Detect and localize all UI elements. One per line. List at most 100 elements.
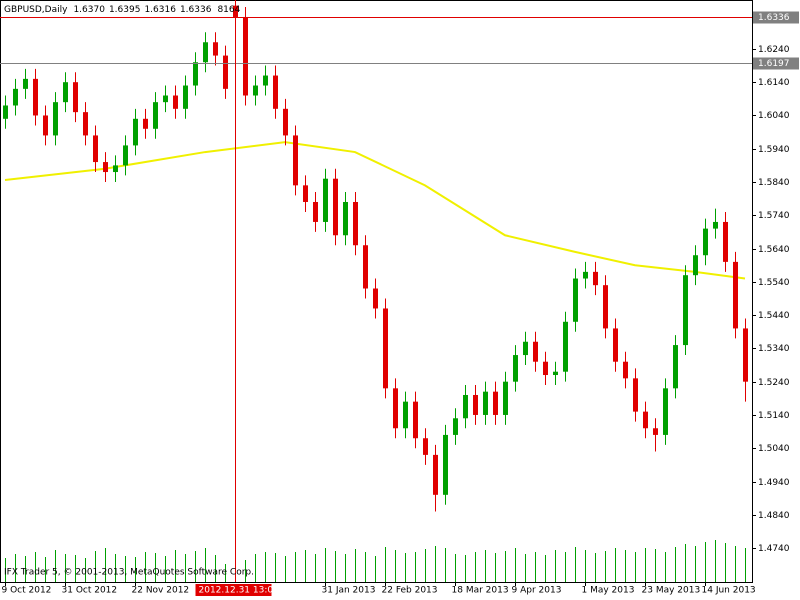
candle-body: [413, 401, 418, 439]
candle-body: [373, 288, 378, 309]
y-tick-label: 1.6140: [758, 78, 790, 88]
candle-body: [253, 85, 258, 96]
candle-body: [443, 434, 448, 495]
crosshair-label-box: [195, 584, 272, 596]
candle-body: [313, 201, 318, 222]
candle-body: [263, 75, 268, 86]
header: GBPUSD,Daily 1.6370 1.6395 1.6316 1.6336 8164: [4, 5, 241, 15]
y-tick-label: 1.5240: [758, 378, 790, 388]
candle-body: [523, 341, 528, 356]
candle-body: [623, 361, 628, 379]
candle-body: [723, 221, 728, 262]
candle-body: [283, 108, 288, 136]
y-tick-label: 1.4740: [758, 544, 790, 554]
candle-body: [453, 418, 458, 435]
candle-body: [673, 345, 678, 389]
ohlc-value: 1.6370: [73, 5, 105, 15]
y-tick-label: 1.5740: [758, 211, 790, 221]
crosshair-label: 2012.12.31 13:00: [199, 586, 280, 596]
y-tick-label: 1.5040: [758, 444, 790, 454]
candle-body: [83, 112, 88, 136]
candle-body: [553, 371, 558, 376]
ohlc-value: 1.6336: [180, 5, 212, 15]
y-tick-label: 1.5540: [758, 278, 790, 288]
candle-body: [563, 321, 568, 372]
ohlc-value: 1.6316: [144, 5, 176, 15]
y-tick-label: 1.4940: [758, 478, 790, 488]
candle-body: [703, 228, 708, 256]
candle-body: [683, 275, 688, 346]
candle-body: [143, 118, 148, 129]
candle-body: [663, 388, 668, 435]
candle-body: [513, 355, 518, 382]
candle-body: [223, 55, 228, 89]
x-tick-label: 31 Jan 2013: [322, 586, 376, 596]
y-tick-label: 1.5440: [758, 311, 790, 321]
candle-body: [243, 16, 248, 96]
symbol: GBPUSD,Daily: [4, 5, 68, 15]
candle-body: [573, 278, 578, 322]
candle-body: [463, 394, 468, 419]
x-tick-label: 1 May 2013: [582, 586, 635, 596]
candle-body: [13, 88, 18, 106]
candle-body: [3, 105, 8, 119]
candle-body: [93, 135, 98, 163]
candle-body: [173, 95, 178, 109]
candle-body: [383, 308, 388, 389]
candle-body: [633, 378, 638, 412]
candle-body: [713, 221, 718, 229]
candle-body: [503, 381, 508, 415]
candle-body: [603, 285, 608, 329]
moving-average: [4, 141, 746, 280]
candle-body: [493, 391, 498, 415]
price-label-box: [753, 57, 799, 70]
copyright: IFX Trader 5, © 2001-2013, MetaQuotes So…: [4, 568, 254, 578]
candle-body: [333, 178, 338, 236]
candle-body: [293, 135, 298, 186]
candle-body: [123, 145, 128, 166]
y-tick-label: 1.4840: [758, 511, 790, 521]
candle-body: [613, 328, 618, 362]
x-tick-label: 22 Feb 2013: [382, 586, 438, 596]
candle-body: [103, 162, 108, 173]
candle-body: [273, 75, 278, 109]
candle-body: [483, 391, 488, 415]
y-tick-label: 1.5640: [758, 245, 790, 255]
y-tick-label: 1.5840: [758, 178, 790, 188]
candle-body: [23, 78, 28, 89]
y-tick-label: 1.5940: [758, 145, 790, 155]
candle-body: [583, 271, 588, 279]
candle-body: [33, 78, 38, 116]
candle-body: [693, 255, 698, 276]
x-tick-label: 14 Jun 2013: [702, 586, 756, 596]
candle-body: [393, 388, 398, 429]
price-label: 1.6197: [758, 59, 790, 69]
y-tick-label: 1.5140: [758, 411, 790, 421]
x-tick-label: 9 Apr 2013: [512, 586, 562, 596]
x-tick-label: 9 Oct 2012: [2, 586, 52, 596]
candle-body: [153, 102, 158, 129]
x-tick-label: 31 Oct 2012: [62, 586, 118, 596]
ohlc-value: 1.6395: [109, 5, 141, 15]
x-tick-label: 23 May 2013: [642, 586, 701, 596]
candle-body: [743, 328, 748, 382]
x-tick-label: 18 Mar 2013: [452, 586, 509, 596]
candle-body: [543, 361, 548, 376]
candle-body: [63, 82, 68, 103]
y-tick-label: 1.6040: [758, 111, 790, 121]
candle-body: [653, 428, 658, 435]
y-tick-label: 1.5340: [758, 344, 790, 354]
price-label-box: [753, 11, 799, 24]
price-label: 1.6336: [758, 13, 790, 23]
candle-body: [403, 401, 408, 429]
candle-body: [343, 201, 348, 236]
y-tick-label: 1.6240: [758, 45, 790, 55]
candle-body: [113, 165, 118, 173]
candle-body: [303, 185, 308, 202]
candle-body: [133, 118, 138, 146]
candle-body: [53, 102, 58, 136]
candle-body: [423, 438, 428, 455]
candle-body: [473, 394, 478, 415]
candle-body: [363, 245, 368, 289]
